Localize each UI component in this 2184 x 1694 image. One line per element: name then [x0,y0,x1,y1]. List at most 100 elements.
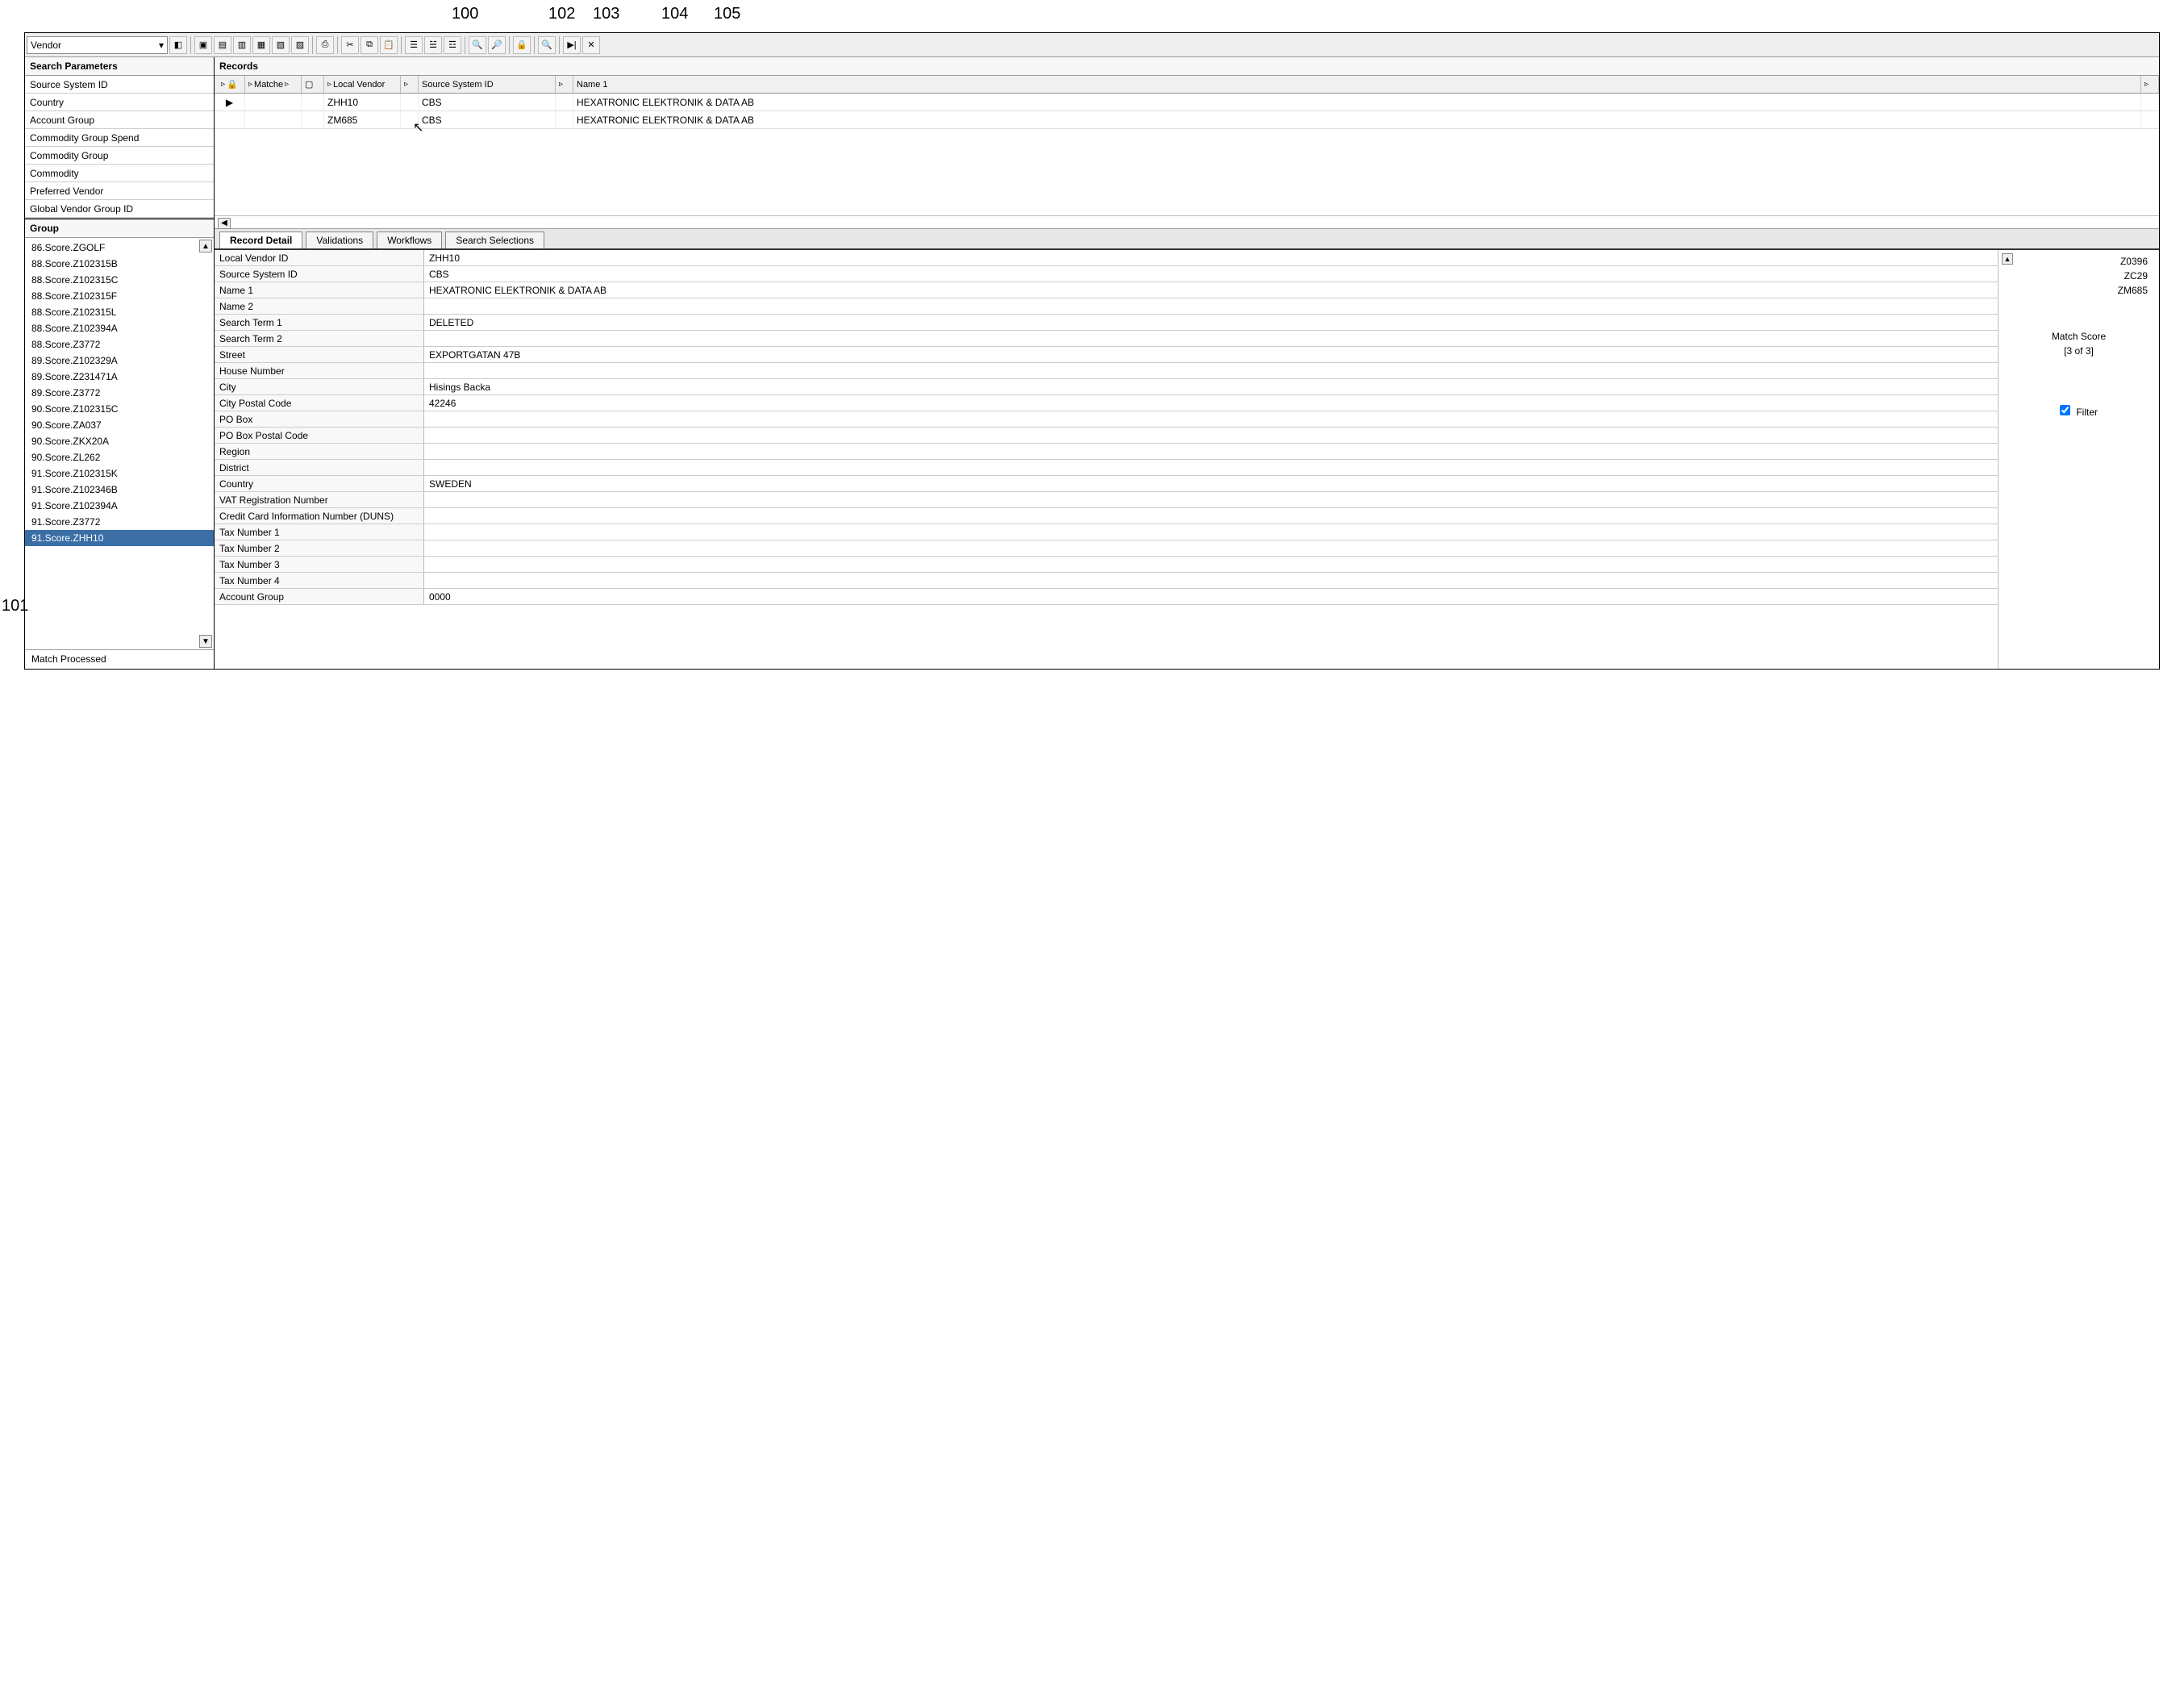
search-param-row[interactable]: Country [25,94,214,111]
scroll-left-icon[interactable]: ◀ [218,218,231,229]
lock-icon[interactable]: 🔒 [513,36,531,54]
group-item[interactable]: 90.Score.ZA037 [25,417,214,433]
paste-icon[interactable]: 📋 [380,36,398,54]
group-item[interactable]: 91.Score.Z102315K [25,465,214,482]
list-icon-1[interactable]: ☰ [405,36,423,54]
search-param-row[interactable]: Commodity Group [25,147,214,165]
toolbar-btn-5[interactable]: ▦ [252,36,270,54]
detail-row: CityHisings Backa [215,379,1998,395]
detail-area: Local Vendor IDZHH10Source System IDCBSN… [215,250,2159,669]
row-b2 [401,111,419,128]
separator [559,36,560,54]
chevron-down-icon: ▾ [159,40,164,51]
detail-value [424,444,1998,459]
search-param-row[interactable]: Commodity Group Spend [25,129,214,147]
toolbar-btn-3[interactable]: ▤ [214,36,231,54]
row-end [2141,94,2159,111]
find-icon[interactable]: 🔍 [469,36,486,54]
list-icon-3[interactable]: ☲ [444,36,461,54]
close-icon[interactable]: ✕ [582,36,600,54]
detail-label: Street [215,347,424,362]
group-item[interactable]: 86.Score.ZGOLF [25,240,214,256]
detail-value: HEXATRONIC ELEKTRONIK & DATA AB [424,282,1998,298]
detail-value: 0000 [424,589,1998,604]
group-item[interactable]: 91.Score.Z3772 [25,514,214,530]
col-lock[interactable]: ▹🔒 [215,76,245,93]
skip-icon[interactable]: ▶| [563,36,581,54]
filter-control[interactable]: Filter [2003,405,2154,418]
col-blank-2[interactable]: ▹ [401,76,419,93]
search-param-row[interactable]: Account Group [25,111,214,129]
records-hscroll[interactable]: ◀ [215,215,2159,228]
table-row[interactable]: ▶ZHH10CBSHEXATRONIC ELEKTRONIK & DATA AB [215,94,2159,111]
row-source-system-id: CBS [419,94,556,111]
col-blank-3[interactable]: ▹ [556,76,573,93]
search-param-row[interactable]: Commodity [25,165,214,182]
search-param-row[interactable]: Preferred Vendor [25,182,214,200]
cut-icon[interactable]: ✂ [341,36,359,54]
find-next-icon[interactable]: 🔎 [488,36,506,54]
search-param-row[interactable]: Global Vendor Group ID [25,200,214,218]
match-score-value: [3 of 3] [2003,345,2154,357]
group-item[interactable]: 90.Score.ZKX20A [25,433,214,449]
detail-label: Country [215,476,424,491]
toolbar-btn-1[interactable]: ◧ [169,36,187,54]
detail-value [424,331,1998,346]
group-item[interactable]: 89.Score.Z102329A [25,353,214,369]
tab-workflows[interactable]: Workflows [377,232,442,248]
scroll-up-icon[interactable]: ▲ [199,240,212,252]
filter-checkbox[interactable] [2060,405,2070,415]
table-row[interactable]: ZM685CBSHEXATRONIC ELEKTRONIK & DATA AB [215,111,2159,129]
group-item[interactable]: 91.Score.Z102346B [25,482,214,498]
tab-record-detail[interactable]: Record Detail [219,232,302,248]
toolbar-btn-2[interactable]: ▣ [194,36,212,54]
scroll-down-icon[interactable]: ▼ [199,635,212,648]
app-window: Vendor ▾ ◧ ▣ ▤ ▥ ▦ ▧ ▨ ⎙ ✂ ⧉ 📋 ☰ ☱ ☲ 🔍 🔎… [24,32,2160,670]
detail-label: Source System ID [215,266,424,282]
group-item[interactable]: 91.Score.ZHH10 [25,530,214,546]
group-item[interactable]: 91.Score.Z102394A [25,498,214,514]
search-param-row[interactable]: Source System ID [25,76,214,94]
copy-icon[interactable]: ⧉ [361,36,378,54]
zoom-icon[interactable]: 🔍 [538,36,556,54]
group-item[interactable]: 90.Score.ZL262 [25,449,214,465]
list-icon-2[interactable]: ☱ [424,36,442,54]
detail-label: District [215,460,424,475]
group-item[interactable]: 88.Score.Z102394A [25,320,214,336]
group-item[interactable]: 88.Score.Z3772 [25,336,214,353]
group-item[interactable]: 90.Score.Z102315C [25,401,214,417]
tab-search-selections[interactable]: Search Selections [445,232,544,248]
group-item[interactable]: 88.Score.Z102315B [25,256,214,272]
detail-row: Local Vendor IDZHH10 [215,250,1998,266]
group-item[interactable]: 88.Score.Z102315F [25,288,214,304]
detail-row: VAT Registration Number [215,492,1998,508]
main-area: Search Parameters Source System IDCountr… [25,57,2159,669]
detail-label: House Number [215,363,424,378]
group-item[interactable]: 89.Score.Z231471A [25,369,214,385]
separator [337,36,338,54]
detail-label: Account Group [215,589,424,604]
detail-value: DELETED [424,315,1998,330]
toolbar-btn-4[interactable]: ▥ [233,36,251,54]
col-blank-1[interactable]: ▢ [302,76,324,93]
col-name-1[interactable]: Name 1 [573,76,2141,93]
col-matched[interactable]: ▹Matche▹ [245,76,302,93]
scroll-up-icon[interactable]: ▲ [2002,253,2013,265]
row-end [2141,111,2159,128]
col-source-system-id[interactable]: Source System ID [419,76,556,93]
records-body: ▶ZHH10CBSHEXATRONIC ELEKTRONIK & DATA AB… [215,94,2159,215]
col-end[interactable]: ▹ [2141,76,2159,93]
print-icon[interactable]: ⎙ [316,36,334,54]
separator [190,36,191,54]
toolbar-btn-6[interactable]: ▧ [272,36,290,54]
group-item[interactable]: 89.Score.Z3772 [25,385,214,401]
record-detail-grid: Local Vendor IDZHH10Source System IDCBSN… [215,250,1998,669]
toolbar-btn-7[interactable]: ▨ [291,36,309,54]
group-item[interactable]: 88.Score.Z102315L [25,304,214,320]
entity-dropdown[interactable]: Vendor ▾ [27,36,168,54]
col-local-vendor[interactable]: ▹Local Vendor [324,76,401,93]
detail-value: Hisings Backa [424,379,1998,394]
callout-100: 100 [452,5,478,23]
group-item[interactable]: 88.Score.Z102315C [25,272,214,288]
tab-validations[interactable]: Validations [306,232,373,248]
